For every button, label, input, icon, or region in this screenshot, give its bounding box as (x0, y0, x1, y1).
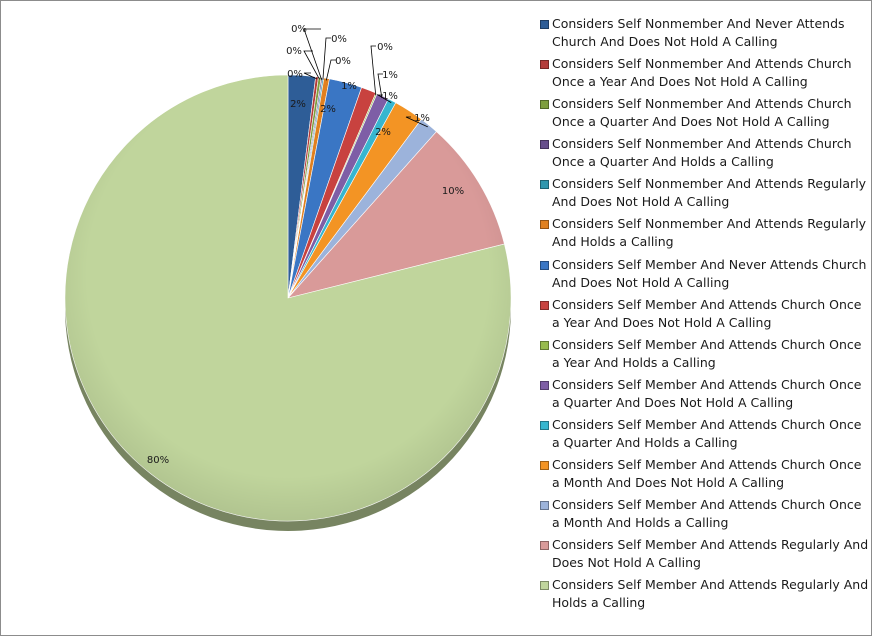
legend-item: Considers Self Nonmember And Attends Chu… (539, 135, 869, 175)
legend-label: Considers Self Member And Attends Regula… (552, 577, 869, 611)
leader-line (303, 50, 320, 80)
data-label: 10% (442, 186, 464, 197)
data-label: 2% (375, 127, 391, 138)
data-label: 1% (414, 113, 430, 124)
data-label: 1% (382, 91, 398, 102)
legend-label: Considers Self Member And Attends Church… (552, 336, 862, 370)
legend-item: Considers Self Member And Attends Church… (539, 456, 869, 496)
legend-label: Considers Self Member And Attends Church… (552, 416, 862, 450)
legend-label: Considers Self Nonmember And Attends Chu… (552, 96, 852, 130)
data-label: 0% (377, 42, 393, 53)
legend-item: Considers Self Member And Attends Church… (539, 376, 869, 416)
legend-label: Considers Self Member And Never Attends … (552, 256, 867, 290)
legend-item: Considers Self Member And Never Attends … (539, 256, 869, 296)
data-label: 2% (320, 104, 336, 115)
leader-line (322, 37, 331, 80)
data-label: 2% (290, 99, 306, 110)
legend-swatch (540, 220, 549, 230)
legend-swatch (540, 541, 549, 551)
leader-line (325, 59, 336, 81)
legend-item: Considers Self Nonmember And Attends Reg… (539, 175, 869, 215)
leader-line (303, 28, 322, 80)
legend-label: Considers Self Nonmember And Never Atten… (552, 16, 845, 49)
legend-label: Considers Self Member And Attends Church… (552, 376, 862, 410)
data-label: 80% (147, 455, 169, 466)
legend-swatch (540, 380, 549, 390)
legend-item: Considers Self Member And Attends Church… (539, 296, 869, 336)
legend-item: Considers Self Member And Attends Church… (539, 416, 869, 456)
legend-item: Considers Self Nonmember And Attends Reg… (539, 215, 869, 255)
legend-item: Considers Self Member And Attends Regula… (539, 536, 869, 576)
legend-item: Considers Self Nonmember And Never Atten… (539, 15, 869, 55)
legend-item: Considers Self Member And Attends Regula… (539, 576, 869, 616)
legend-item: Considers Self Nonmember And Attends Chu… (539, 95, 869, 135)
pie-slices (64, 74, 512, 522)
pie-chart: 2% 0% 0% 0% 0% 0% 2% 1% 0% 1% 1% 2% 1% 10% 80% (64, 24, 512, 531)
data-label: 0% (291, 24, 307, 35)
data-label: 0% (287, 69, 303, 80)
legend: Considers Self Nonmember And Never Atten… (539, 15, 869, 616)
leader-line (405, 116, 428, 128)
legend-swatch (540, 60, 549, 70)
legend-label: Considers Self Member And Attends Church… (552, 457, 862, 491)
legend-label: Considers Self Nonmember And Attends Reg… (552, 216, 867, 250)
legend-label: Considers Self Member And Attends Regula… (552, 537, 869, 571)
legend-label: Considers Self Nonmember And Attends Chu… (552, 56, 852, 90)
legend-label: Considers Self Member And Attends Church… (552, 497, 862, 531)
legend-item: Considers Self Member And Attends Church… (539, 496, 869, 536)
legend-swatch (540, 100, 549, 110)
legend-swatch (540, 340, 549, 350)
legend-swatch (540, 260, 549, 270)
data-label: 0% (331, 34, 347, 45)
data-label: 1% (382, 70, 398, 81)
legend-item: Considers Self Member And Attends Church… (539, 336, 869, 376)
legend-swatch (540, 581, 549, 591)
legend-swatch (540, 300, 549, 310)
legend-swatch (540, 461, 549, 471)
leader-line (377, 73, 383, 99)
leader-line (303, 72, 317, 80)
leader-line (370, 45, 377, 96)
leader-lines (303, 28, 428, 128)
data-label: 0% (286, 46, 302, 57)
data-labels: 2% 0% 0% 0% 0% 0% 2% 1% 0% 1% 1% 2% 1% 10% 80% (147, 24, 464, 466)
legend-label: Considers Self Member And Attends Church… (552, 296, 862, 330)
data-label: 1% (341, 81, 357, 92)
legend-label: Considers Self Nonmember And Attends Chu… (552, 136, 852, 170)
leader-line (376, 94, 392, 103)
legend-swatch (540, 180, 549, 190)
legend-swatch (540, 420, 549, 430)
legend-label: Considers Self Nonmember And Attends Reg… (552, 176, 867, 210)
legend-swatch (540, 501, 549, 511)
data-label: 0% (335, 56, 351, 67)
legend-swatch (540, 140, 549, 150)
legend-item: Considers Self Nonmember And Attends Chu… (539, 55, 869, 95)
legend-swatch (540, 20, 549, 29)
